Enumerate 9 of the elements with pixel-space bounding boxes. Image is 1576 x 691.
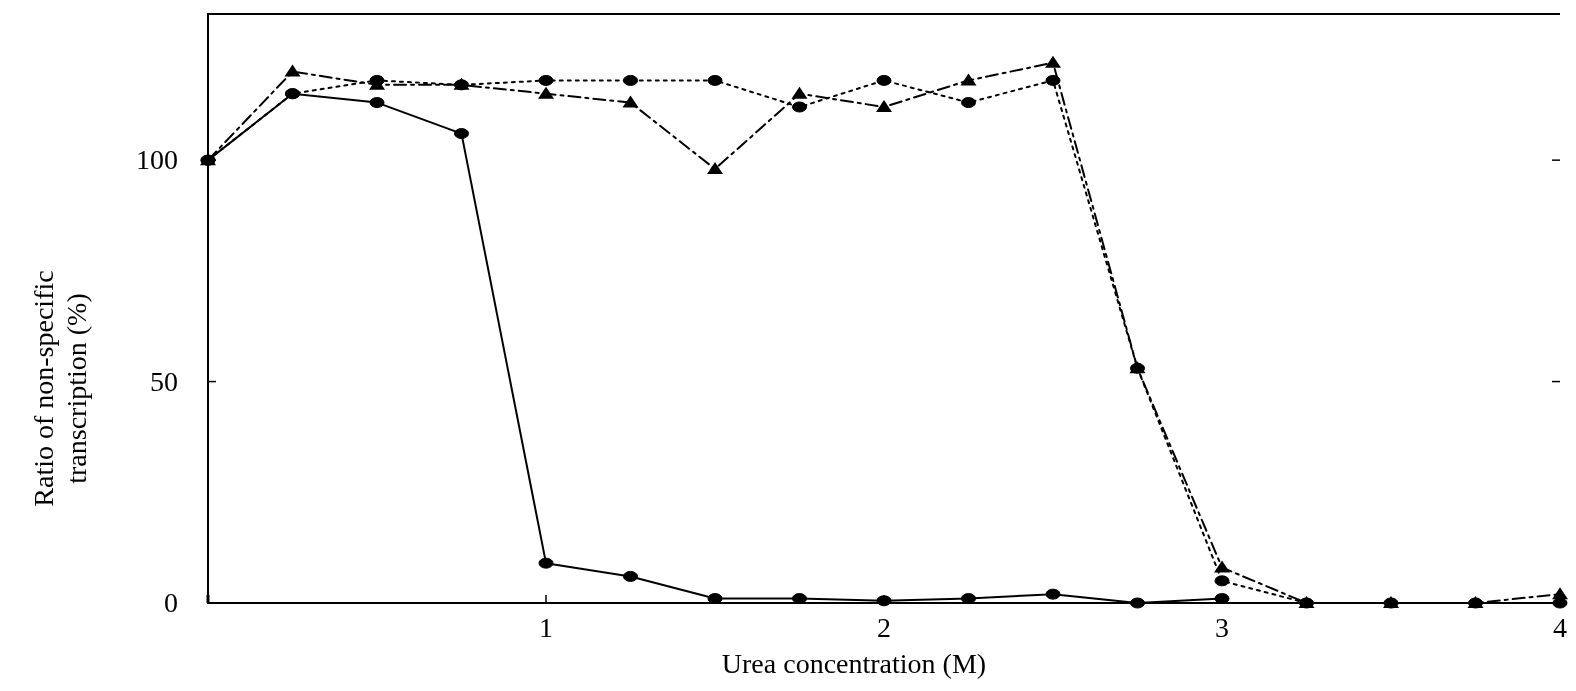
y-axis-title: Ratio of non-specific transcription (%): [28, 270, 92, 507]
y-tick-label: 100: [136, 144, 178, 176]
x-axis-title: Urea concentration (M): [721, 648, 987, 679]
y-tick-label: 50: [150, 365, 178, 397]
x-tick-label: 4: [1553, 612, 1567, 643]
x-tick-label: 3: [1215, 612, 1229, 643]
x-tick-label: 2: [877, 612, 891, 643]
x-tick-label: 1: [539, 612, 553, 643]
y-tick-label: 0: [164, 587, 178, 618]
